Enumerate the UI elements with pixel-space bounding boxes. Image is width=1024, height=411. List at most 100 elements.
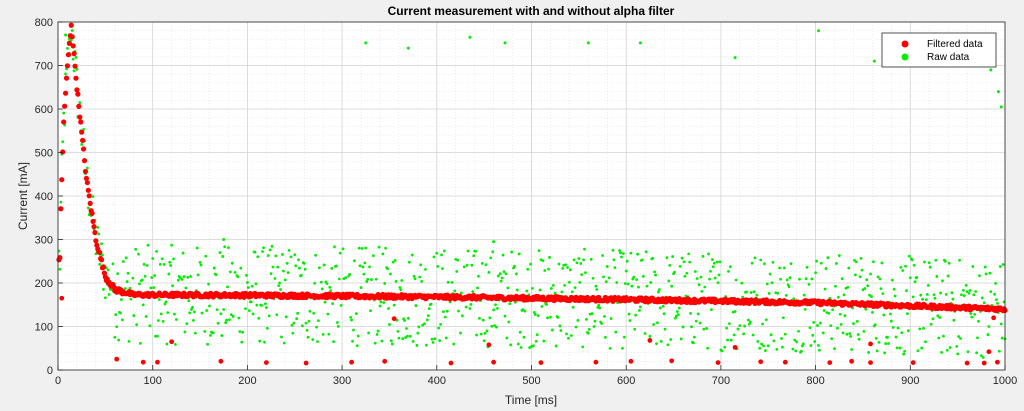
y-tick-label: 200 [35, 278, 53, 290]
raw-data-point [405, 327, 408, 330]
raw-data-point [291, 331, 295, 335]
raw-data-point [224, 321, 228, 325]
raw-data-point [287, 249, 291, 252]
raw-data-point [151, 257, 155, 260]
raw-data-point [375, 333, 379, 336]
raw-data-point [866, 284, 870, 288]
raw-data-point [335, 264, 338, 268]
raw-data-point [601, 254, 604, 257]
raw-data-point [753, 256, 757, 260]
raw-data-point [692, 341, 695, 345]
raw-data-point [319, 280, 323, 284]
filtered-data-point [82, 168, 89, 175]
raw-data-point [199, 263, 203, 267]
raw-data-point [258, 339, 262, 343]
raw-data-point [974, 290, 978, 293]
raw-data-point [150, 276, 154, 279]
raw-data-point [180, 277, 184, 281]
raw-data-point [170, 243, 174, 247]
raw-data-point [320, 287, 324, 291]
raw-data-point [478, 316, 481, 320]
raw-data-point [767, 292, 771, 295]
raw-data-point [263, 340, 266, 344]
raw-data-point [265, 326, 269, 330]
raw-data-point [918, 327, 922, 331]
raw-data-point [546, 316, 549, 320]
raw-data-point [618, 249, 621, 252]
raw-data-point [658, 306, 662, 310]
x-axis-label: Time [ms] [505, 393, 557, 407]
filtered-data-series [56, 22, 1008, 366]
filtered-data-point [647, 338, 653, 343]
raw-data-point [245, 273, 248, 277]
raw-data-point [874, 336, 878, 340]
raw-data-point [938, 316, 942, 319]
raw-data-point [369, 309, 372, 313]
raw-data-point [455, 270, 459, 273]
raw-data-point [668, 263, 672, 267]
raw-data-point [542, 339, 546, 343]
raw-data-point [621, 252, 625, 255]
raw-data-point [123, 287, 127, 290]
raw-data-point [228, 318, 231, 322]
filtered-data-point [85, 187, 91, 193]
raw-data-point [902, 352, 906, 356]
raw-data-point [184, 286, 188, 290]
raw-data-point [813, 340, 817, 343]
raw-data-point [925, 292, 929, 296]
filtered-data-point [90, 218, 96, 225]
raw-data-point [388, 323, 391, 326]
raw-data-point [894, 335, 898, 339]
raw-data-point [638, 309, 641, 312]
raw-data-point [205, 309, 209, 312]
raw-data-point [462, 265, 466, 269]
raw-data-point [471, 290, 475, 293]
raw-data-point [323, 300, 327, 304]
raw-data-point [973, 312, 977, 316]
raw-data-point [125, 280, 129, 283]
raw-data-point [260, 304, 264, 307]
raw-data-point [745, 290, 748, 294]
raw-data-point [592, 325, 596, 328]
raw-data-point [567, 336, 570, 340]
raw-data-point [758, 346, 762, 350]
raw-data-point [261, 250, 264, 253]
raw-data-point [379, 300, 383, 304]
raw-data-point [797, 329, 800, 333]
raw-data-point [373, 341, 377, 345]
raw-data-point [264, 306, 268, 309]
raw-data-point [268, 248, 272, 252]
raw-data-point [353, 259, 356, 263]
raw-data-point [572, 258, 576, 262]
raw-data-point [741, 295, 745, 299]
x-tick-label: 800 [806, 375, 824, 387]
raw-data-point [228, 270, 232, 274]
raw-data-point [941, 279, 944, 283]
filtered-data-point [78, 119, 84, 125]
raw-data-point [241, 330, 245, 334]
raw-data-point [518, 330, 522, 334]
filtered-data-point [80, 137, 86, 143]
raw-data-point [929, 322, 933, 326]
x-tick-label: 900 [901, 375, 919, 387]
raw-data-point [575, 261, 579, 265]
raw-data-point [734, 278, 738, 282]
raw-data-point [922, 326, 925, 330]
raw-data-point [703, 285, 707, 289]
raw-data-point [634, 313, 638, 317]
raw-data-point [244, 307, 247, 311]
raw-data-point [557, 262, 561, 266]
raw-data-point [577, 257, 581, 260]
raw-data-point [716, 281, 720, 285]
raw-data-point [834, 284, 837, 288]
raw-data-point [396, 330, 400, 333]
filtered-data-point [57, 254, 63, 261]
raw-data-point [117, 338, 121, 342]
raw-data-point [195, 246, 199, 250]
raw-data-point [765, 282, 769, 286]
raw-data-point [246, 286, 250, 289]
raw-data-point [635, 278, 639, 282]
raw-data-point [676, 313, 680, 316]
raw-data-point [915, 276, 919, 279]
